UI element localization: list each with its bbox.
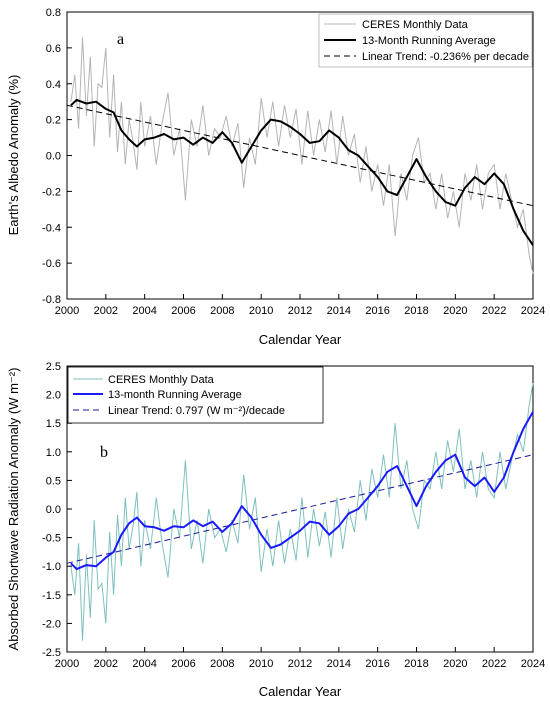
- panel-a-x-tick-label: 2008: [210, 305, 234, 317]
- panel-a-series-running-line: [70, 98, 534, 246]
- panel-b-legend-label-trend: Linear Trend: 0.797 (W m⁻²)/decade: [108, 405, 285, 417]
- panel-b-x-tick-label: 2024: [521, 658, 545, 670]
- panel-a-y-tick-label: 0.6: [46, 43, 61, 55]
- panel-b-x-tick-label: 2018: [404, 658, 428, 670]
- panel-b-series-running-line: [70, 411, 534, 571]
- panel-b-y-tick-label: -0.5: [42, 533, 61, 545]
- panel-a-series-layer: [66, 37, 534, 274]
- panel-a-x-tick-label: 2020: [443, 305, 467, 317]
- panel-a-y-tick-label: -0.4: [42, 222, 61, 234]
- panel-b-y-tick-label: 1.5: [46, 418, 61, 430]
- panel-b-x-tick-label: 2020: [443, 658, 467, 670]
- panel-b-legend-label-monthly: CERES Monthly Data: [108, 374, 215, 386]
- panel-a-x-tick-label: 2018: [404, 305, 428, 317]
- panel-b-x-tick-label: 2006: [171, 658, 195, 670]
- panel-b-x-tick-label: 2012: [288, 658, 312, 670]
- panel-b-legend-label-running: 13-month Running Average: [108, 389, 242, 401]
- panel-a-y-axis-title: Earth's Albedo Anomaly (%): [6, 75, 21, 236]
- panel-a-x-tick-label: 2010: [249, 305, 273, 317]
- panel-a-x-tick-label: 2012: [288, 305, 312, 317]
- panel-b-y-tick-label: 2.5: [46, 361, 61, 373]
- panel-a-x-tick-label: 2016: [365, 305, 389, 317]
- panel-b-y-tick-label: 0.5: [46, 475, 61, 487]
- panel-a-x-tick-label: 2004: [132, 305, 156, 317]
- panel-b-x-tick-label: 2002: [94, 658, 118, 670]
- panel-a-y-tick-label: -0.6: [42, 258, 61, 270]
- panel-b-x-tick-label: 2004: [132, 658, 156, 670]
- panel-a-y-tick-label: 0.4: [46, 79, 61, 91]
- panel-b-y-tick-label: 1.0: [46, 447, 61, 459]
- panel-a-y-tick-label: 0.2: [46, 115, 61, 127]
- panel-b-y-axis-title: Absorbed Shortwave Radiation Anomaly (W …: [6, 368, 21, 651]
- panel-b-x-tick-label: 2022: [482, 658, 506, 670]
- panel-a-legend-label-running: 13-Month Running Average: [362, 35, 496, 47]
- panel-a-y-ticks: 0.8 0.6 0.4 0.2 0.0 -0.2 -0.4 -0.6 -0.8: [42, 7, 72, 306]
- panel-b-absorbed-shortwave: 2000 2002 2004 2006 2008 2010 2012 2014 2016 2018…: [6, 361, 545, 699]
- panel-a-x-tick-label: 2000: [55, 305, 79, 317]
- panel-b-y-tick-label: 2.0: [46, 390, 61, 402]
- panel-b-legend: CERES Monthly Data 13-month Running Aver…: [67, 366, 324, 424]
- panel-a-albedo-anomaly: 2000 2002 2004 2006 2008 2010 2012 2014 2016 2018…: [6, 7, 545, 347]
- panel-a-legend: CERES Monthly Data 13-Month Running Aver…: [318, 13, 533, 68]
- panel-b-x-tick-label: 2010: [249, 658, 273, 670]
- panel-a-x-tick-label: 2014: [327, 305, 351, 317]
- panel-b-y-ticks: 2.5 2.0 1.5 1.0 0.5 0.0 -0.5 -1.0 -1.5 -2.0 -2.5: [42, 361, 72, 659]
- panel-b-x-tick-label: 2016: [365, 658, 389, 670]
- panel-b-x-axis-title: Calendar Year: [259, 684, 342, 699]
- panel-a-y-tick-label: 0.0: [46, 151, 61, 163]
- panel-a-y-tick-label: 0.8: [46, 7, 61, 19]
- panel-b-y-tick-label: -2.0: [42, 618, 61, 630]
- panel-b-x-tick-label: 2000: [55, 658, 79, 670]
- panel-a-y-tick-label: -0.2: [42, 186, 61, 198]
- panel-b-y-tick-label: -1.5: [42, 590, 61, 602]
- panel-a-x-axis-title: Calendar Year: [259, 332, 342, 347]
- panel-b-x-tick-label: 2014: [327, 658, 351, 670]
- panel-a-x-tick-label: 2022: [482, 305, 506, 317]
- panel-a-series-monthly-line: [70, 37, 534, 274]
- panel-b-legend-box: [67, 366, 324, 424]
- panel-b-x-ticks: 2000 2002 2004 2006 2008 2010 2012 2014 2016 2018…: [55, 647, 545, 670]
- panel-a-x-tick-label: 2002: [94, 305, 118, 317]
- panel-b-x-tick-label: 2008: [210, 658, 234, 670]
- panel-a-legend-label-trend: Linear Trend: -0.236% per decade: [362, 51, 529, 63]
- panel-a-x-tick-label: 2006: [171, 305, 195, 317]
- panel-a-legend-label-monthly: CERES Monthly Data: [362, 19, 469, 31]
- panel-a-x-ticks: 2000 2002 2004 2006 2008 2010 2012 2014 2016 2018…: [55, 294, 545, 317]
- panel-a-x-tick-label: 2024: [521, 305, 545, 317]
- panel-b-series-monthly-line: [70, 383, 534, 641]
- panel-b-y-tick-label: -2.5: [42, 647, 61, 659]
- panel-b-y-tick-label: -1.0: [42, 561, 61, 573]
- panel-b-letter: b: [100, 444, 108, 461]
- panel-b-series-layer: [66, 383, 534, 641]
- panel-a-y-tick-label: -0.8: [42, 294, 61, 306]
- panel-a-letter: a: [117, 31, 124, 48]
- panel-b-y-tick-label: 0.0: [46, 504, 61, 516]
